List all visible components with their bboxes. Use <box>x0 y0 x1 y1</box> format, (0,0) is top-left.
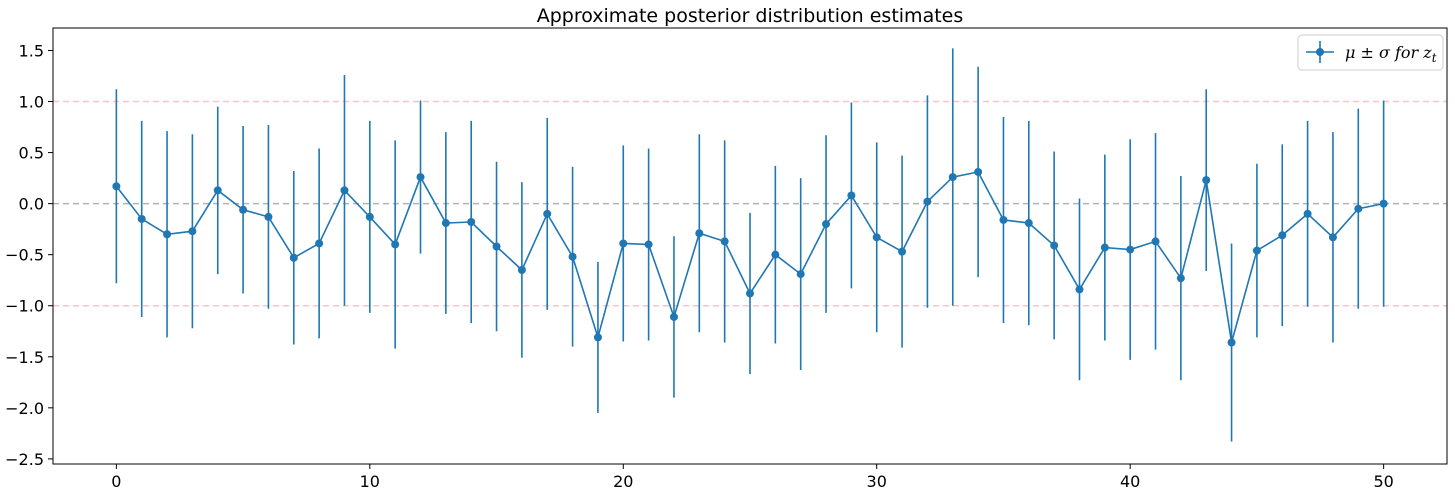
data-point <box>593 333 602 342</box>
reference-lines <box>53 100 1447 307</box>
data-point <box>695 229 704 238</box>
data-point <box>416 173 425 182</box>
x-tick-label: 40 <box>1120 472 1140 491</box>
data-point <box>1050 241 1059 250</box>
data-point <box>746 289 754 298</box>
data-point <box>999 215 1008 224</box>
legend-marker <box>1316 48 1324 56</box>
data-point <box>163 230 172 239</box>
plot-frame <box>52 27 1448 465</box>
data-point <box>1100 243 1109 252</box>
error-bars <box>115 48 1385 442</box>
data-point <box>1328 233 1337 242</box>
data-point <box>948 173 957 182</box>
data-point <box>568 252 577 261</box>
data-point <box>822 220 831 229</box>
data-point <box>112 182 121 191</box>
data-point <box>974 167 983 176</box>
y-tick-label: −1.0 <box>5 297 44 316</box>
y-tick-label: 0.5 <box>19 144 44 163</box>
legend-box <box>1297 34 1444 71</box>
data-point <box>213 186 222 195</box>
y-axis-ticks: −2.5 −2.0 −1.5 −1.0 −0.5 0.0 0.5 1.0 1.5 <box>5 41 53 469</box>
data-point <box>289 253 298 262</box>
data-point <box>1227 338 1236 347</box>
data-point <box>391 240 400 249</box>
y-tick-label: −0.5 <box>5 246 44 265</box>
y-tick-label: 1.0 <box>19 93 44 112</box>
legend: μ ± σ for zt <box>1297 34 1444 71</box>
y-tick-label: 1.5 <box>19 41 44 60</box>
y-tick-label: −2.0 <box>5 399 44 418</box>
data-point <box>239 205 248 214</box>
data-point <box>771 250 780 259</box>
data-point <box>492 242 501 251</box>
data-point <box>441 219 450 228</box>
x-tick-label: 30 <box>867 472 887 491</box>
data-point <box>543 209 552 218</box>
data-point <box>1176 274 1185 283</box>
x-tick-label: 20 <box>613 472 633 491</box>
data-point <box>467 218 476 227</box>
data-point <box>669 312 678 321</box>
data-point <box>340 186 349 195</box>
data-point <box>264 212 273 221</box>
data-point <box>796 270 805 279</box>
y-tick-label: −2.5 <box>5 450 44 469</box>
data-point <box>872 233 881 242</box>
data-point <box>1126 245 1135 254</box>
data-point <box>898 247 907 256</box>
data-point <box>720 237 729 246</box>
x-tick-label: 10 <box>360 472 380 491</box>
data-point <box>1075 285 1084 294</box>
data-point <box>365 212 374 221</box>
x-tick-label: 0 <box>111 472 121 491</box>
y-tick-label: −1.5 <box>5 348 44 367</box>
data-point <box>1354 204 1363 213</box>
data-point <box>137 214 146 223</box>
mean-points <box>112 167 1388 347</box>
data-point <box>619 239 628 248</box>
chart-title: Approximate posterior distribution estim… <box>537 5 964 27</box>
data-point <box>923 197 932 206</box>
data-point <box>1151 237 1160 246</box>
data-point <box>847 191 856 200</box>
data-point <box>517 265 526 274</box>
x-tick-label: 50 <box>1373 472 1393 491</box>
data-point <box>1278 231 1287 240</box>
x-axis-ticks: 0 10 20 30 40 50 <box>111 464 1394 491</box>
data-point <box>315 239 324 248</box>
data-point <box>188 227 197 236</box>
data-point <box>1303 209 1312 218</box>
data-point <box>1202 176 1211 185</box>
data-point <box>1379 199 1388 208</box>
data-point <box>644 240 653 249</box>
data-point <box>1024 219 1033 228</box>
y-tick-label: 0.0 <box>19 195 44 214</box>
legend-label: μ ± σ for zt <box>1345 43 1437 65</box>
data-point <box>1252 246 1261 255</box>
